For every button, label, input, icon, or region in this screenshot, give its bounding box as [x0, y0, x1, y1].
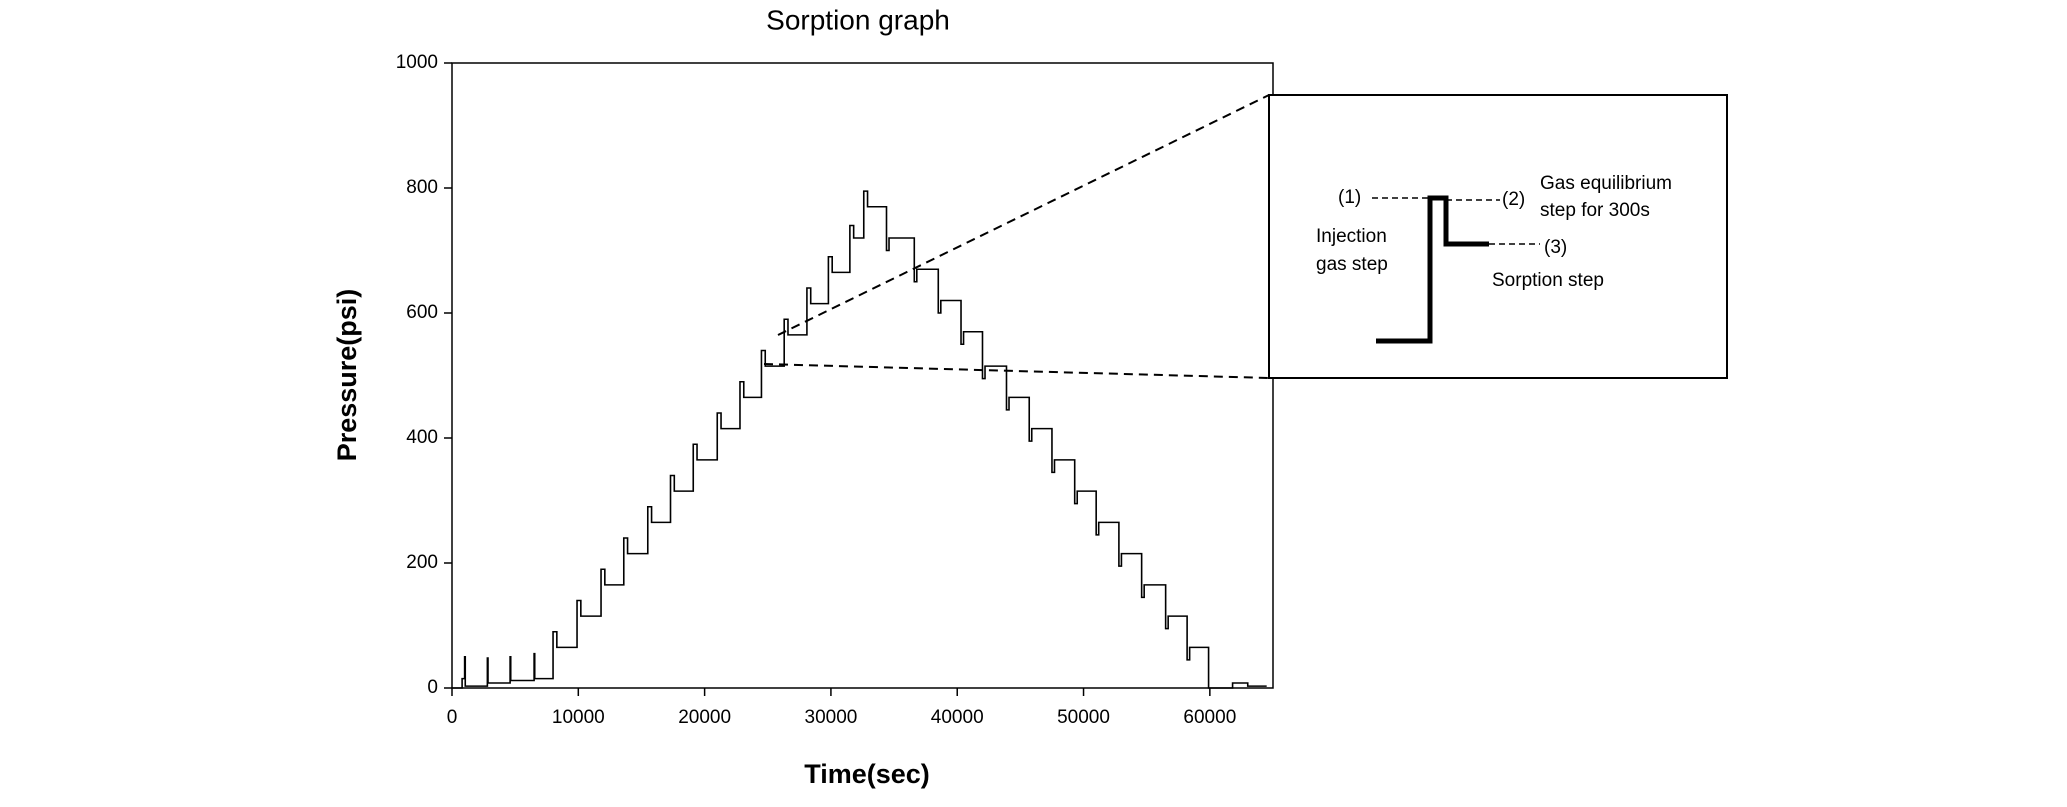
x-tick-label: 50000 [1057, 707, 1110, 728]
y-tick-label: 200 [406, 552, 438, 573]
x-tick-label: 40000 [931, 707, 984, 728]
y-axis-label: Pressure(psi) [332, 289, 362, 462]
x-tick-label: 60000 [1183, 707, 1236, 728]
x-tick-label: 30000 [805, 707, 858, 728]
chart-title: Sorption graph [766, 4, 950, 35]
annotation: Gas equilibrium [1540, 173, 1672, 194]
annotation: (2) [1502, 189, 1525, 210]
annotation: Injection [1316, 226, 1387, 247]
x-axis-label: Time(sec) [804, 759, 930, 789]
data-line [452, 190, 1267, 689]
y-tick-label: 0 [427, 677, 438, 698]
zoom-line [763, 363, 1270, 379]
zoom-line [777, 94, 1270, 336]
inset-curve [1376, 195, 1489, 344]
annotation: (3) [1544, 237, 1567, 258]
inset-box [1268, 94, 1728, 379]
plot-frame [451, 62, 1274, 689]
annotation: step for 300s [1540, 200, 1650, 221]
annotation: Sorption step [1492, 270, 1604, 291]
y-tick-label: 800 [406, 177, 438, 198]
y-tick-label: 400 [406, 427, 438, 448]
x-tick-label: 20000 [678, 707, 731, 728]
y-tick-label: 1000 [396, 52, 438, 73]
x-tick-label: 0 [447, 707, 458, 728]
x-tick-label: 10000 [552, 707, 605, 728]
annotation: (1) [1338, 187, 1361, 208]
annotation: gas step [1316, 254, 1388, 275]
y-tick-label: 600 [406, 302, 438, 323]
